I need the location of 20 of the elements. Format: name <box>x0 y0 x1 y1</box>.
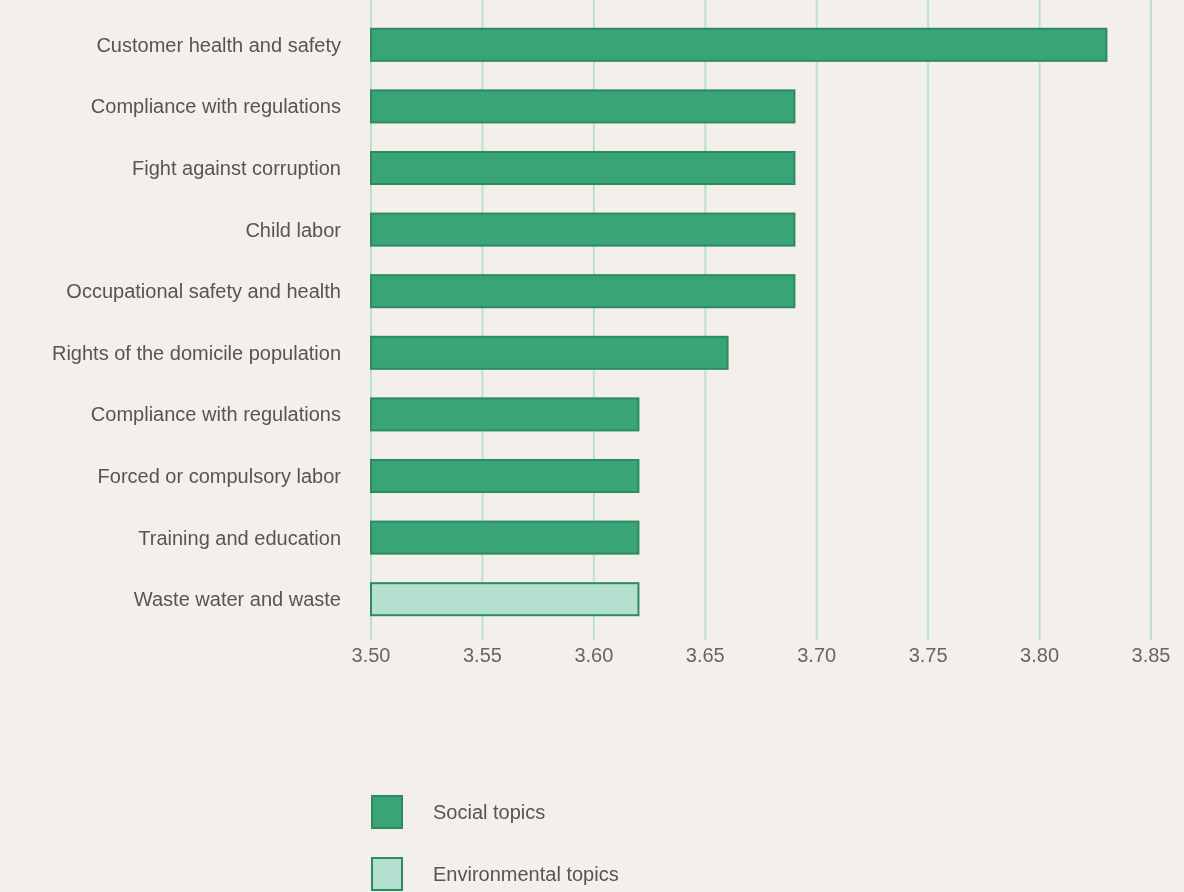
legend-label: Social topics <box>433 801 546 823</box>
y-tick-label: Forced or compulsory labor <box>97 465 342 487</box>
y-tick-label: Training and education <box>138 526 341 549</box>
x-tick-label: 3.75 <box>908 644 948 666</box>
x-tick-label: 3.55 <box>462 644 502 666</box>
x-tick-label: 3.70 <box>797 644 837 666</box>
y-tick-label: Fight against corruption <box>131 157 341 179</box>
y-tick-label: Waste water and waste <box>133 588 341 611</box>
y-tick-label: Customer health and safety <box>96 33 341 56</box>
y-tick-label: Child labor <box>245 218 342 241</box>
x-tick-label: 3.80 <box>1020 644 1060 666</box>
x-tick-label: 3.85 <box>1131 644 1171 666</box>
y-tick-label: Compliance with regulations <box>90 403 341 426</box>
y-tick-label: Rights of the domicile population <box>51 341 341 364</box>
x-tick-label: 3.50 <box>351 644 391 666</box>
y-tick-label: Occupational safety and health <box>66 280 341 303</box>
y-tick-label: Compliance with regulations <box>90 95 341 118</box>
x-tick-label: 3.65 <box>685 644 725 666</box>
x-tick-label: 3.60 <box>574 644 614 666</box>
legend-label: Environmental topics <box>433 863 619 885</box>
